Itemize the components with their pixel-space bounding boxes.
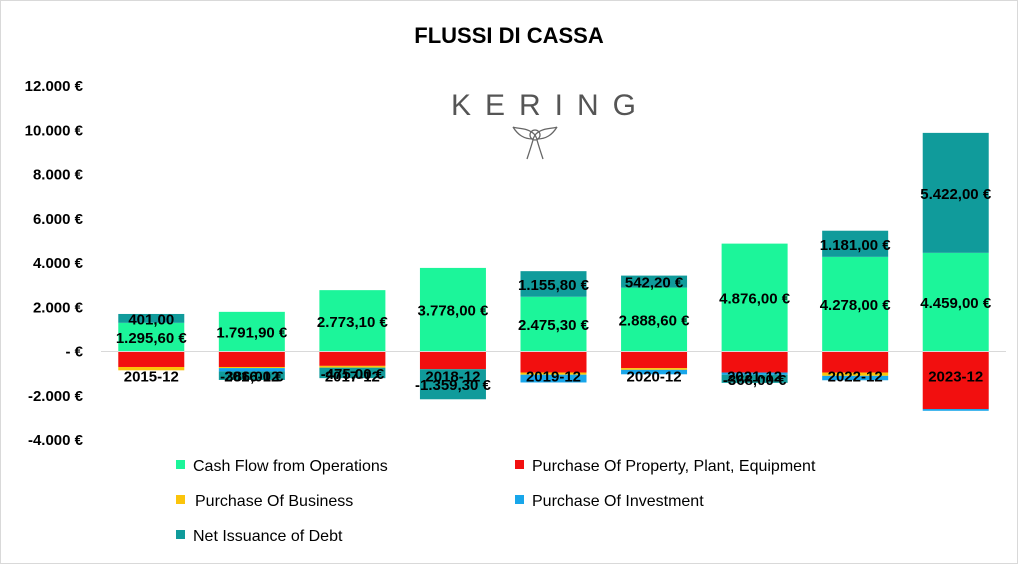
legend-label: Purchase Of Investment [532,493,704,510]
bar-segment [218,371,285,380]
bar-segment [419,351,486,370]
data-label: 2.888,60 € [619,313,691,330]
legend-label: Cash Flow from Operations [193,458,388,475]
bar-segment [118,313,185,323]
category-label: 2022-12 [828,369,883,386]
y-tick-label: 8.000 € [33,167,84,184]
bar-segment [319,367,386,379]
category-label: 2023-12 [928,369,983,386]
y-tick-label: 4.000 € [33,255,84,272]
y-tick-label: 2.000 € [33,299,84,316]
data-label: 401,00 [128,311,174,328]
bar-segment [118,322,185,352]
bar-segment [520,372,587,375]
data-label: 1.181,00 € [820,237,892,254]
legend-label: Net Issuance of Debt [193,528,343,545]
bar-segment [822,230,889,257]
legend-swatch [176,495,185,505]
legend-item-business: Purchase Of Business [176,493,353,511]
legend-swatch [515,495,524,505]
data-label: 1.791,90 € [216,325,288,342]
kering-logo: KERING [437,89,651,161]
logo-emblem-icon [512,126,558,160]
bar-segment [218,351,285,367]
y-tick-label: 10.000 € [25,122,84,139]
data-label: 5.422,00 € [920,186,992,203]
category-label: 2020-12 [627,369,682,386]
data-label: -475,00 € [321,366,385,383]
category-label: 2016-12 [224,369,279,386]
bar-segment [419,267,486,352]
bar-segment [621,368,688,370]
bar-segment [319,351,386,366]
data-label: 1.155,80 € [518,277,590,294]
data-label: 542,20 € [625,275,684,292]
bar-segment [721,351,788,373]
y-tick-label: 12.000 € [25,78,84,95]
data-label: -1.359,30 € [415,377,492,394]
bar-segment [520,271,587,297]
bar-segment [922,351,989,410]
bar-segment [721,374,788,383]
bar-segment [218,311,285,352]
bar-segment [621,351,688,369]
bar-segment [520,374,587,383]
legend-swatch [515,460,524,470]
data-label: 2.773,10 € [317,314,389,331]
category-label: 2019-12 [526,369,581,386]
chart-title: FLUSSI DI CASSA [414,23,604,48]
bar-segment [319,365,386,368]
legend-label: Purchase Of Business [195,493,354,510]
bar-segment [621,275,688,288]
bar-segment [822,375,889,381]
bar-segment [419,369,486,400]
bar-segment [118,366,185,371]
bar-segment [922,409,989,411]
bar-segment [218,366,285,369]
category-label: 2018-12 [425,369,480,386]
data-label: 2.475,30 € [518,317,590,334]
category-label: 2021-12 [727,369,782,386]
bar-segment [721,243,788,352]
bar-segment [621,287,688,352]
legend-item-ppe: Purchase Of Property, Plant, Equipment [515,458,815,476]
logo-wordmark: KERING [451,89,651,122]
data-label: -368,00 € [723,372,787,389]
bar-segment [520,351,587,373]
bar-segment [319,290,386,352]
bar-segment [218,368,285,372]
data-label: 1.295,60 € [116,330,188,347]
bar-segment [822,372,889,376]
data-label: 4.459,00 € [920,295,992,312]
legend-label: Purchase Of Property, Plant, Equipment [532,458,816,475]
bar-segment [621,369,688,375]
y-tick-label: 6.000 € [33,211,84,228]
bar-segment [118,351,185,367]
legend-swatch [176,460,185,470]
data-label: -386,00 € [220,369,284,386]
bar-segment [922,252,989,352]
category-label: 2017-12 [325,369,380,386]
bar-segment [822,256,889,352]
data-label: 4.876,00 € [719,291,791,308]
legend-item-debt: Net Issuance of Debt [176,528,342,546]
legend-item-operations: Cash Flow from Operations [176,458,388,476]
bar-segment [520,296,587,352]
bar-segment [822,351,889,373]
y-tick-label: -4.000 € [28,432,84,449]
bar-segment [922,132,989,253]
y-tick-label: -2.000 € [28,388,84,405]
data-label: 4.278,00 € [820,297,892,314]
legend-swatch [176,530,185,540]
data-label: 3.778,00 € [417,303,489,320]
bar-segment [721,372,788,375]
category-label: 2015-12 [124,369,179,386]
y-tick-label: - € [65,344,83,361]
legend-item-investment: Purchase Of Investment [515,493,704,511]
